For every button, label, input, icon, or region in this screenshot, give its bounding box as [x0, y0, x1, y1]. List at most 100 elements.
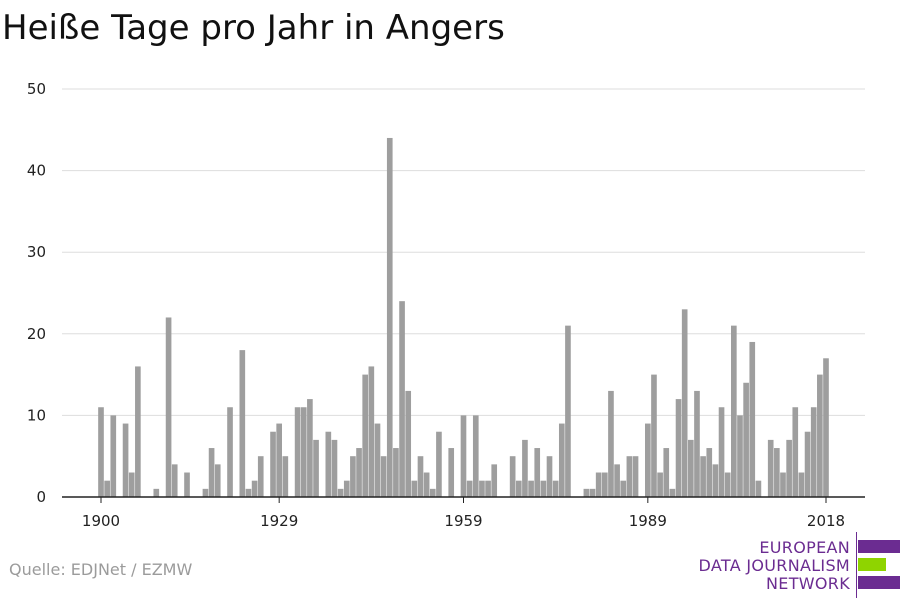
bar-1949	[399, 301, 405, 497]
bar-2009	[767, 439, 774, 497]
bar-1914	[184, 472, 190, 497]
bar-1928	[270, 431, 276, 497]
bar-2010	[774, 448, 780, 497]
y-tick-label: 40	[27, 162, 46, 180]
bar-1998	[700, 456, 706, 497]
y-tick-label: 20	[27, 325, 46, 343]
bar-1994	[675, 399, 682, 497]
bar-1924	[245, 488, 252, 497]
bar-1902	[110, 415, 117, 497]
bar-1970	[528, 480, 534, 497]
y-tick-labels: 0 10 20 30 40 50	[27, 80, 46, 506]
bar-1945	[374, 423, 381, 497]
logo-line-2: DATA JOURNALISM	[698, 556, 850, 575]
bar-1971	[534, 448, 541, 497]
bar-1961	[472, 415, 479, 497]
bar-1947	[386, 137, 393, 497]
bar-1963	[485, 480, 491, 497]
logo-line-1: EUROPEAN	[759, 538, 850, 557]
logo-divider	[856, 532, 857, 598]
bar-1982	[601, 472, 608, 497]
bar-1981	[595, 472, 602, 497]
logo-bar-middle	[858, 558, 886, 571]
bar-1941	[350, 456, 356, 497]
logo-bar-top	[858, 540, 900, 553]
bar-2000	[712, 464, 719, 497]
bar-1909	[153, 488, 160, 497]
bar-1997	[694, 390, 700, 497]
bar-1943	[362, 374, 369, 497]
bar-1912	[171, 464, 178, 497]
y-tick-label: 0	[36, 488, 46, 506]
logo-line-3: NETWORK	[766, 574, 850, 593]
bar-1993	[669, 488, 676, 497]
bar-1926	[257, 456, 264, 497]
bar-1995	[681, 309, 688, 497]
bar-2003	[731, 325, 737, 497]
bar-2002	[724, 472, 731, 497]
bar-1996	[688, 439, 694, 497]
x-tick-label: 1959	[444, 512, 482, 530]
bar-1959	[460, 415, 467, 497]
bar-1934	[307, 399, 313, 497]
bar-1953	[423, 472, 430, 497]
axes	[62, 496, 865, 503]
bar-1944	[368, 366, 375, 497]
bar-2001	[718, 407, 725, 497]
bar-1992	[663, 448, 670, 497]
bar-1905	[128, 472, 135, 497]
bar-1950	[405, 390, 412, 497]
bar-2007	[755, 480, 762, 497]
bar-2013	[792, 407, 799, 497]
bar-1979	[583, 488, 590, 497]
bar-1991	[657, 472, 663, 497]
bar-1940	[343, 480, 350, 497]
logo-text: EUROPEAN DATA JOURNALISM NETWORK	[699, 539, 850, 593]
edjnet-logo: EUROPEAN DATA JOURNALISM NETWORK	[690, 532, 900, 598]
bar-1974	[552, 480, 559, 497]
y-tick-label: 50	[27, 80, 46, 98]
bar-1933	[300, 407, 307, 497]
bar-1972	[540, 480, 547, 497]
bar-1917	[202, 488, 209, 497]
bar-1911	[165, 317, 172, 497]
bar-1976	[565, 325, 571, 497]
bar-1962	[479, 480, 485, 497]
bar-2005	[743, 382, 749, 497]
grid-lines	[62, 88, 865, 416]
bar-1960	[466, 480, 473, 497]
bars	[98, 137, 829, 497]
bar-1938	[331, 439, 338, 497]
bar-1984	[614, 464, 620, 497]
bar-1964	[491, 464, 498, 497]
chart-title: Heiße Tage pro Jahr in Angers	[2, 8, 505, 48]
logo-bar-bottom	[858, 576, 900, 589]
bar-1969	[522, 439, 528, 497]
bar-1955	[436, 431, 442, 497]
bar-1925	[251, 480, 258, 497]
bar-1954	[429, 488, 436, 497]
bar-1967	[509, 456, 516, 497]
bar-1985	[620, 480, 627, 497]
bar-1975	[558, 423, 565, 497]
bar-2018	[823, 358, 829, 497]
bar-1918	[208, 448, 215, 497]
bar-1983	[608, 390, 614, 497]
bar-1935	[313, 439, 319, 497]
bar-1952	[417, 456, 424, 497]
bar-1937	[325, 431, 332, 497]
bar-1986	[626, 456, 633, 497]
y-tick-label: 30	[27, 243, 46, 261]
y-tick-label: 10	[27, 406, 46, 424]
bar-1901	[104, 480, 110, 497]
bar-2004	[737, 415, 743, 497]
bar-1930	[282, 456, 289, 497]
bar-1951	[411, 480, 418, 497]
bar-1906	[135, 366, 141, 497]
bar-1919	[214, 464, 221, 497]
bar-1946	[380, 456, 387, 497]
bar-2016	[810, 407, 817, 497]
bar-2014	[798, 472, 805, 497]
bar-1968	[515, 480, 522, 497]
x-tick-label: 1929	[260, 512, 298, 530]
